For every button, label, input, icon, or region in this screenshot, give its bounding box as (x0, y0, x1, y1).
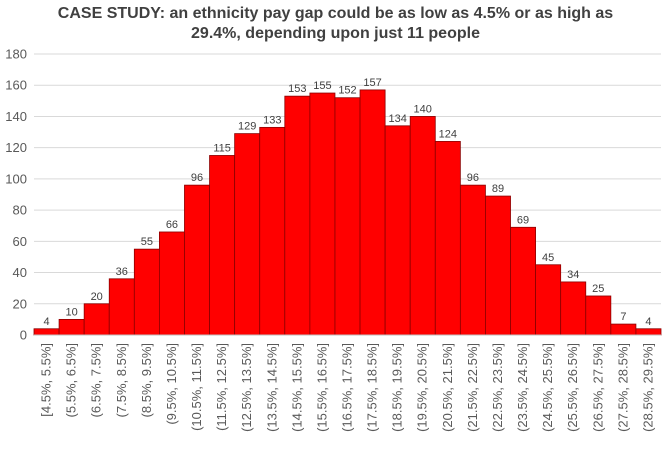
data-label: 36 (116, 266, 128, 278)
data-label: 115 (213, 142, 231, 154)
x-tick-label: (20.5%, 21.5%] (440, 343, 455, 432)
data-label: 134 (388, 113, 406, 125)
bar (108, 278, 135, 336)
data-label: 34 (567, 269, 579, 281)
x-tick-label: (9.5%, 10.5%] (164, 343, 179, 425)
x-tick-label: (12.5%, 13.5%] (239, 343, 254, 432)
x-tick-label: (6.5%, 7.5%] (89, 343, 104, 417)
data-label: 124 (439, 128, 457, 140)
chart-title-line-2: 29.4%, depending upon just 11 people (191, 25, 480, 42)
data-label: 133 (263, 114, 281, 126)
data-label: 20 (91, 291, 103, 303)
data-label: 4 (43, 316, 49, 328)
x-tick-label: (24.5%, 25.5%] (540, 343, 555, 432)
data-label: 89 (492, 183, 504, 195)
data-label: 96 (191, 172, 203, 184)
bar (234, 133, 261, 336)
x-tick-label: [4.5%, 5.5%] (39, 343, 54, 417)
x-tick-label: (8.5%, 9.5%] (139, 343, 154, 417)
bar (535, 264, 562, 336)
y-tick-label: 100 (5, 171, 27, 186)
x-tick-label: (28.5%, 29.5%] (640, 343, 655, 432)
data-label: 140 (414, 103, 432, 115)
x-tick-label: (14.5%, 15.5%] (289, 343, 304, 432)
data-label: 55 (141, 236, 153, 248)
data-label: 10 (65, 306, 77, 318)
bar (510, 226, 536, 336)
x-tick-label: (7.5%, 8.5%] (114, 343, 129, 417)
bar (585, 295, 612, 336)
x-tick-label: (11.5%, 12.5%] (214, 343, 229, 431)
x-tick-label: (16.5%, 17.5%] (340, 343, 355, 432)
x-tick-label: (22.5%, 23.5%] (490, 343, 505, 432)
y-tick-label: 120 (5, 140, 27, 155)
data-label: 69 (517, 214, 529, 226)
bar (209, 155, 236, 336)
data-label: 25 (592, 283, 604, 295)
y-tick-label: 80 (13, 203, 27, 218)
y-tick-label: 180 (5, 47, 27, 62)
x-tick-label: (23.5%, 24.5%] (515, 343, 530, 432)
bar (610, 323, 637, 336)
data-label: 45 (542, 252, 554, 264)
x-tick-label: (15.5%, 16.5%] (314, 343, 329, 432)
x-tick-label: (10.5%, 11.5%] (189, 343, 204, 431)
bar (485, 195, 511, 336)
bar (384, 125, 411, 336)
bar (133, 248, 160, 336)
data-label: 66 (166, 219, 178, 231)
bar (284, 95, 311, 336)
y-tick-label: 20 (13, 296, 27, 311)
data-label: 7 (620, 311, 626, 323)
y-tick-label: 60 (13, 234, 27, 249)
bar (83, 303, 110, 336)
x-tick-label: (5.5%, 6.5%] (64, 343, 79, 417)
y-tick-label: 160 (5, 78, 27, 93)
x-tick-label: (25.5%, 26.5%] (565, 343, 580, 432)
y-tick-label: 40 (13, 265, 27, 280)
data-label: 4 (645, 316, 651, 328)
bar (409, 116, 436, 336)
bar (184, 184, 210, 336)
data-label: 129 (238, 121, 256, 133)
x-tick-label: (21.5%, 22.5%] (465, 343, 480, 432)
data-label: 153 (288, 83, 306, 95)
y-tick-label: 140 (5, 109, 27, 124)
x-tick-label: (18.5%, 19.5%] (390, 343, 405, 432)
bar (334, 97, 361, 336)
x-tick-label: (17.5%, 18.5%] (365, 343, 380, 432)
bar (309, 92, 336, 336)
data-label: 96 (467, 172, 479, 184)
bar (635, 328, 662, 336)
y-tick-label: 0 (20, 328, 27, 343)
data-label: 155 (313, 80, 331, 92)
bar (359, 89, 386, 336)
bar (434, 141, 461, 336)
bar (158, 231, 185, 336)
bar (459, 184, 486, 336)
bar (259, 126, 286, 336)
chart-title: CASE STUDY: an ethnicity pay gap could b… (0, 4, 671, 44)
bar (33, 328, 60, 336)
x-tick-label: (13.5%, 14.5%] (264, 343, 279, 432)
x-tick-label: (19.5%, 20.5%] (415, 343, 430, 432)
bar (58, 318, 85, 336)
x-tick-label: (27.5%, 28.5%] (615, 343, 630, 432)
data-label: 157 (363, 77, 381, 89)
x-tick-label: (26.5%, 27.5%] (590, 343, 605, 432)
data-label: 152 (338, 85, 356, 97)
bar (560, 281, 587, 336)
chart-title-line-1: CASE STUDY: an ethnicity pay gap could b… (57, 5, 614, 22)
